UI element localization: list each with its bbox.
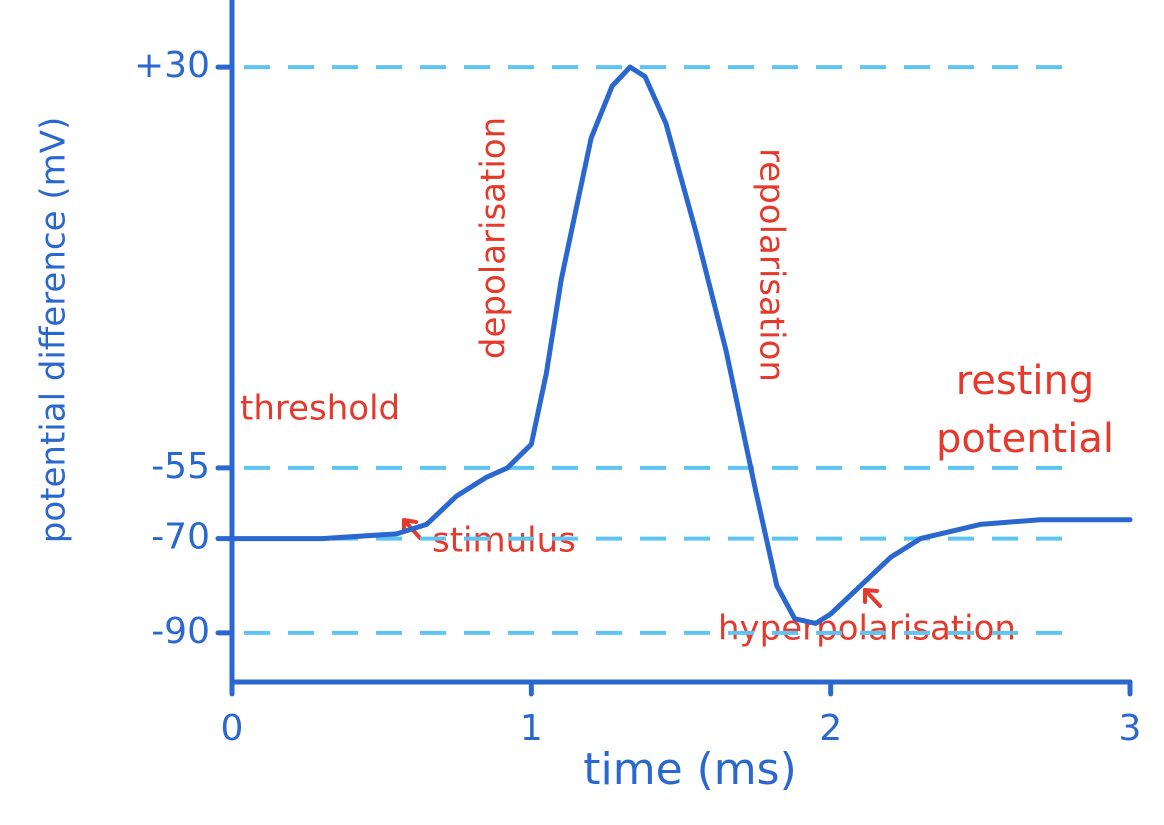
x-tick-label: 0 bbox=[221, 708, 244, 749]
annotation: repolarisation bbox=[752, 148, 792, 382]
x-tick-label: 2 bbox=[819, 708, 842, 749]
data-line bbox=[229, 64, 1133, 626]
annotation: threshold bbox=[240, 389, 400, 429]
arrow bbox=[863, 588, 882, 608]
x-axis-label: time (ms) bbox=[583, 744, 797, 795]
annotation: hyperpolarisation bbox=[718, 609, 1016, 649]
y-tick-label: -55 bbox=[151, 446, 210, 487]
y-tick-label: -90 bbox=[151, 611, 210, 652]
annotation: depolarisation bbox=[474, 117, 514, 359]
y-tick-label: -70 bbox=[151, 517, 210, 558]
annotation: stimulus bbox=[432, 521, 576, 561]
y-axis-label: potential difference (mV) bbox=[34, 117, 74, 543]
annotation: resting potential bbox=[936, 358, 1114, 462]
x-tick-label: 3 bbox=[1119, 708, 1142, 749]
y-tick-label: +30 bbox=[134, 45, 210, 86]
x-tick-label: 1 bbox=[520, 708, 543, 749]
